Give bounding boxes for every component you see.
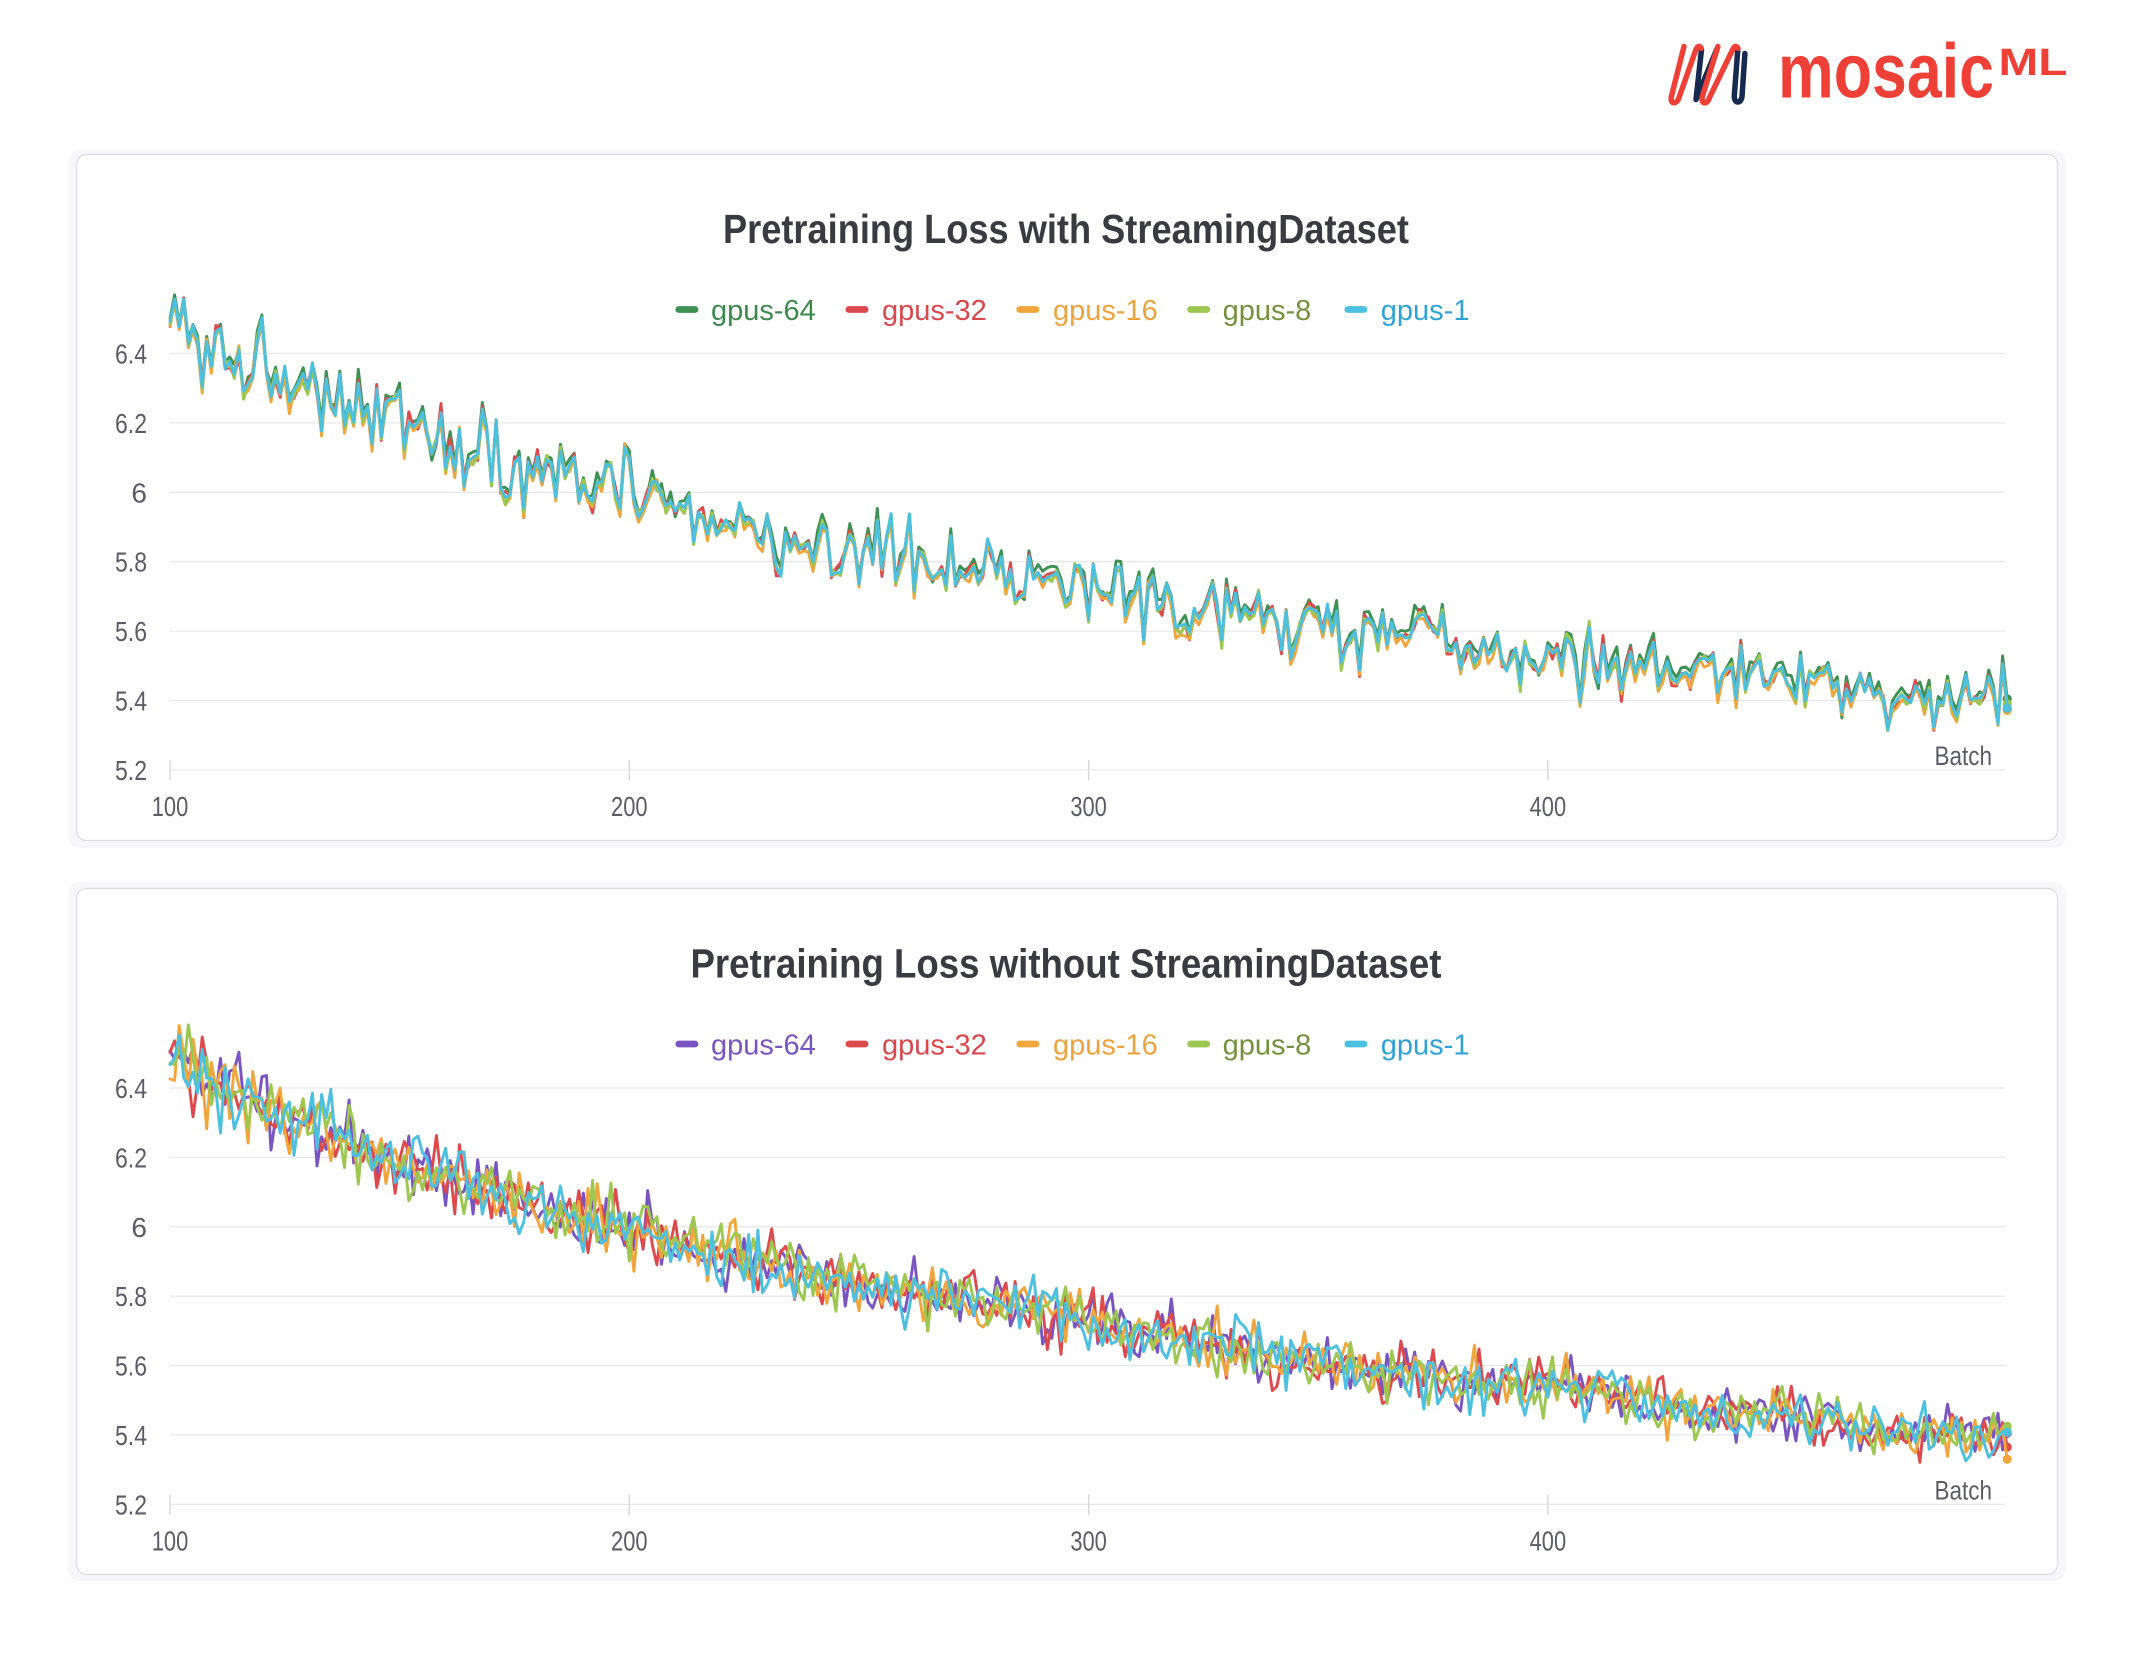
svg-text:gpus-1: gpus-1 [1381,1030,1470,1062]
svg-text:5.6: 5.6 [115,1351,147,1382]
svg-text:6: 6 [131,477,147,508]
svg-text:400: 400 [1530,791,1567,822]
svg-text:Batch: Batch [1935,1475,1993,1505]
svg-text:gpus-64: gpus-64 [711,295,816,327]
svg-text:5.2: 5.2 [115,755,147,786]
svg-text:400: 400 [1530,1525,1567,1556]
svg-text:gpus-32: gpus-32 [882,295,987,327]
svg-text:5.8: 5.8 [115,1281,147,1312]
svg-text:200: 200 [611,791,648,822]
svg-text:5.4: 5.4 [115,686,147,717]
svg-text:mosaic: mosaic [1778,29,1994,115]
svg-text:gpus-16: gpus-16 [1053,1030,1158,1062]
svg-text:Pretraining Loss with Streamin: Pretraining Loss with StreamingDataset [723,206,1409,252]
svg-text:6: 6 [131,1212,147,1243]
svg-text:200: 200 [611,1525,648,1556]
svg-text:5.6: 5.6 [115,616,147,647]
svg-text:6.2: 6.2 [115,408,147,439]
svg-text:gpus-16: gpus-16 [1053,295,1158,327]
svg-text:gpus-1: gpus-1 [1381,295,1470,327]
svg-text:gpus-8: gpus-8 [1223,295,1312,327]
svg-text:gpus-32: gpus-32 [882,1030,987,1062]
svg-text:gpus-64: gpus-64 [711,1030,816,1062]
svg-text:gpus-8: gpus-8 [1223,1030,1312,1062]
svg-text:ML: ML [1999,42,2068,84]
svg-text:6.2: 6.2 [115,1142,147,1173]
svg-text:100: 100 [152,791,189,822]
svg-text:6.4: 6.4 [115,1073,147,1104]
svg-text:Pretraining Loss without Strea: Pretraining Loss without StreamingDatase… [691,941,1442,987]
svg-text:300: 300 [1070,791,1107,822]
svg-text:6.4: 6.4 [115,339,147,370]
svg-text:5.2: 5.2 [115,1489,147,1520]
svg-text:5.4: 5.4 [115,1420,147,1451]
svg-text:100: 100 [152,1525,189,1556]
svg-text:300: 300 [1070,1525,1107,1556]
svg-text:5.8: 5.8 [115,547,147,578]
svg-text:Batch: Batch [1935,741,1993,771]
